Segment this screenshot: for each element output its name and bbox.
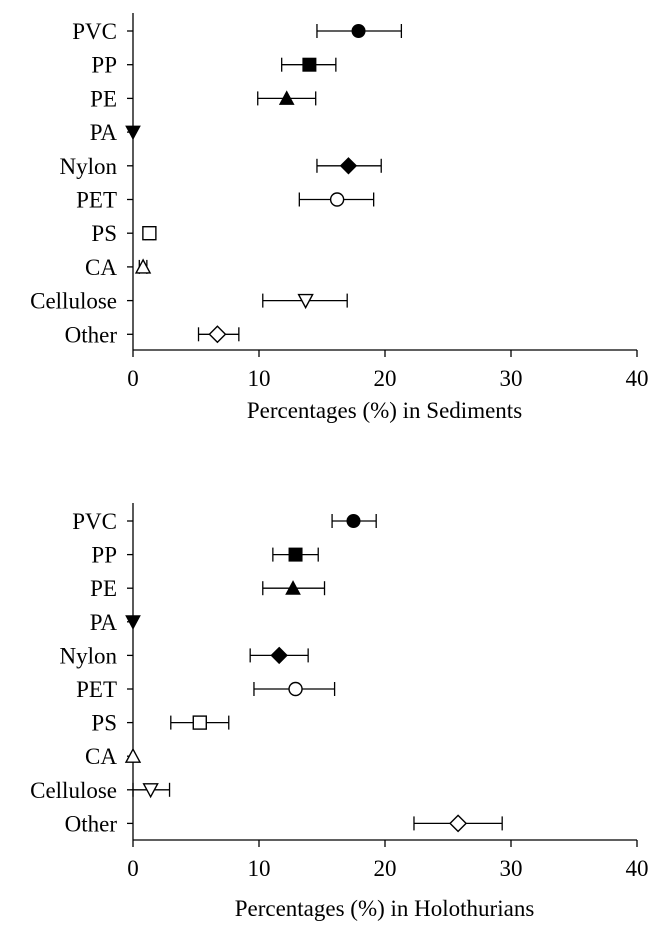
data-point-ca — [124, 747, 142, 763]
category-label-pet: PET — [76, 677, 117, 702]
category-label-pp: PP — [91, 53, 117, 78]
data-point-cellulose — [142, 783, 159, 799]
x-axis-title: Percentages (%) in Sediments — [247, 398, 522, 423]
category-label-cellulose: Cellulose — [30, 778, 117, 803]
category-label-other: Other — [65, 322, 118, 347]
data-point-pp — [288, 547, 303, 562]
x-tick-label: 30 — [500, 366, 523, 391]
chart-panel-2: PVC PP PE PA Nylon PET PS CA Cellulose Other 0 10 20… — [30, 503, 649, 921]
data-point-pa — [125, 615, 141, 630]
x-tick-label: 30 — [500, 856, 523, 881]
x-tick-label: 0 — [127, 856, 139, 881]
category-label-ps: PS — [91, 221, 117, 246]
data-point-nylon — [270, 646, 288, 665]
x-tick-label: 0 — [127, 366, 139, 391]
category-label-pvc: PVC — [72, 19, 117, 44]
data-point-pet — [288, 681, 303, 697]
data-point-pvc — [346, 514, 361, 528]
data-point-pe — [278, 90, 295, 105]
category-label-pp: PP — [91, 543, 117, 568]
data-point-ps — [192, 715, 207, 730]
category-label-cellulose: Cellulose — [30, 289, 117, 314]
data-point-ps — [142, 225, 157, 241]
x-tick-label: 40 — [626, 366, 649, 391]
category-label-pe: PE — [90, 86, 117, 111]
data-point-pe — [285, 580, 301, 595]
category-label-pe: PE — [90, 576, 117, 601]
x-tick-label: 40 — [626, 856, 649, 881]
category-label-ps: PS — [91, 711, 117, 736]
chart-panel-1: PVC PP PE PA Nylon PET PS CA Cellulose Other 0 10 20… — [30, 13, 649, 423]
category-label-nylon: Nylon — [60, 154, 118, 179]
x-tick-label: 10 — [248, 856, 271, 881]
category-label-pa: PA — [90, 120, 118, 145]
data-point-pp — [302, 57, 317, 72]
data-point-cellulose — [297, 293, 314, 310]
x-tick-label: 20 — [374, 856, 397, 881]
category-label-nylon: Nylon — [60, 643, 118, 668]
category-label-pet: PET — [76, 188, 117, 213]
x-tick-label: 20 — [374, 366, 397, 391]
data-point-pa — [125, 125, 141, 141]
data-point-other — [208, 325, 227, 344]
category-label-ca: CA — [85, 255, 117, 280]
category-label-pvc: PVC — [72, 509, 117, 534]
data-point-pvc — [351, 24, 366, 38]
data-point-other — [449, 814, 468, 833]
x-axis-title: Percentages (%) in Holothurians — [235, 896, 535, 921]
category-label-pa: PA — [90, 610, 118, 635]
data-point-pet — [329, 192, 345, 207]
data-point-nylon — [339, 157, 358, 175]
category-label-ca: CA — [85, 744, 117, 769]
category-label-other: Other — [65, 811, 118, 836]
data-point-ca — [134, 258, 152, 274]
x-tick-label: 10 — [248, 366, 271, 391]
